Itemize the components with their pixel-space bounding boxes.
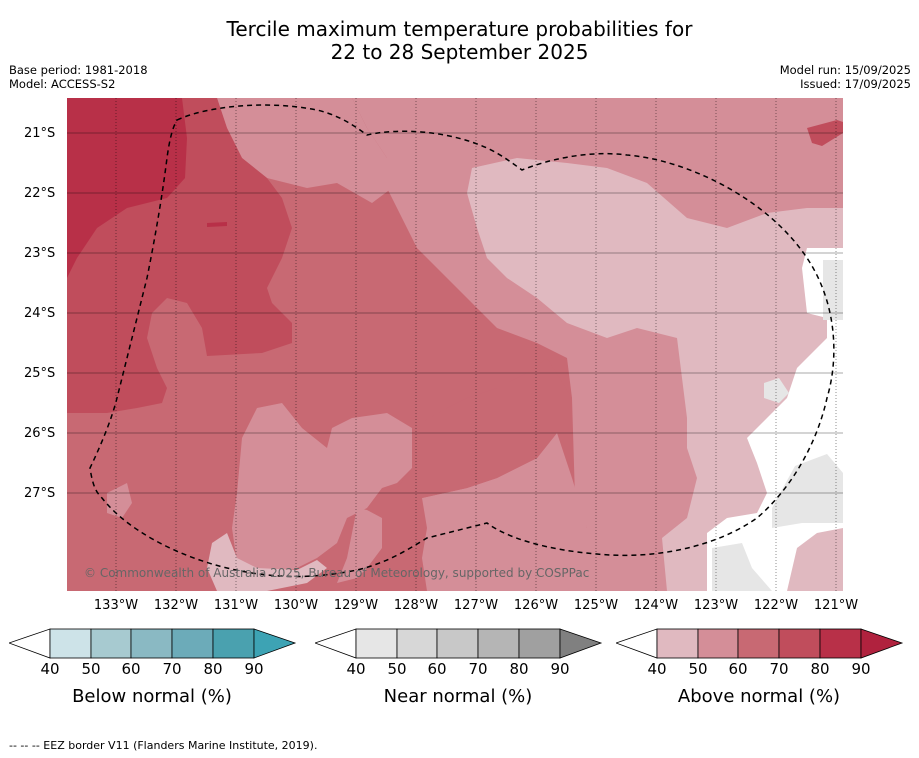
cbar-below-3	[130, 628, 173, 659]
lat-label-22: 22°S	[24, 186, 56, 201]
model-name: Model: ACCESS-S2	[9, 77, 116, 91]
region-above-40-east	[467, 158, 843, 591]
region-above-50-north	[217, 98, 392, 203]
eez-border	[89, 104, 835, 578]
cbar-near-tick-70: 70	[468, 660, 488, 678]
cbar-near-4	[477, 628, 520, 659]
cbar-below-tick-60: 60	[121, 660, 141, 678]
probability-map	[67, 98, 843, 591]
region-above-80-northwest	[67, 98, 187, 278]
meta-left: Base period: 1981-2018 Model: ACCESS-S2	[9, 63, 148, 91]
lat-label-27: 27°S	[24, 486, 56, 501]
map-title: Tercile maximum temperature probabilitie…	[0, 18, 919, 64]
cbar-near-tick-80: 80	[509, 660, 529, 678]
lon-label-128: 128°W	[393, 598, 439, 613]
cbar-below-over	[253, 628, 297, 659]
cbar-below-2	[90, 628, 132, 659]
lon-label-121: 121°W	[813, 598, 859, 613]
region-above-80-patch	[207, 222, 227, 227]
colorbar-below	[9, 628, 297, 659]
lon-label-123: 123°W	[693, 598, 739, 613]
cbar-above-5	[819, 628, 862, 659]
cbar-below-tick-70: 70	[162, 660, 182, 678]
region-above-70-patch	[807, 120, 843, 146]
lon-label-122: 122°W	[753, 598, 799, 613]
region-above-50-south-2	[337, 508, 382, 583]
copyright-notice: © Commonwealth of Australia 2025, Bureau…	[84, 566, 590, 580]
region-near-40-east	[823, 260, 843, 320]
colorbar-near	[315, 628, 603, 659]
cbar-above-tick-90: 90	[851, 660, 871, 678]
lon-label-126: 126°W	[513, 598, 559, 613]
region-above-50-southwest	[107, 483, 132, 518]
cbar-above-title: Above normal (%)	[677, 686, 841, 707]
lon-label-131: 131°W	[213, 598, 259, 613]
lat-label-21: 21°S	[24, 126, 56, 141]
cbar-near-5	[518, 628, 561, 659]
cbar-near-over	[559, 628, 603, 659]
meta-right: Model run: 15/09/2025 Issued: 17/09/2025	[780, 63, 911, 91]
cbar-below-tick-40: 40	[40, 660, 60, 678]
cbar-above-4	[778, 628, 821, 659]
lon-label-132: 132°W	[153, 598, 199, 613]
title-line-1: Tercile maximum temperature probabilitie…	[226, 17, 693, 41]
lat-label-23: 23°S	[24, 246, 56, 261]
cbar-above-tick-70: 70	[769, 660, 789, 678]
lat-label-26: 26°S	[24, 426, 56, 441]
cbar-below-under	[9, 628, 51, 659]
lon-label-133: 133°W	[93, 598, 139, 613]
base-period: Base period: 1981-2018	[9, 63, 148, 77]
cbar-above-tick-40: 40	[647, 660, 667, 678]
title-line-2: 22 to 28 September 2025	[330, 40, 589, 64]
grid-lon	[115, 98, 837, 591]
cbar-above-tick-60: 60	[728, 660, 748, 678]
region-above-40-southeast	[787, 528, 843, 591]
cbar-below-title: Below normal (%)	[72, 686, 232, 707]
cbar-above-tick-80: 80	[810, 660, 830, 678]
region-near-40-mid	[764, 378, 789, 403]
region-above-60-central	[397, 358, 572, 498]
cbar-above-1	[656, 628, 699, 659]
cbar-above-2	[697, 628, 739, 659]
cbar-below-4	[171, 628, 214, 659]
grid	[67, 132, 843, 494]
cbar-below-5	[212, 628, 255, 659]
cbar-above-3	[737, 628, 780, 659]
region-near-40-southeast	[772, 454, 843, 528]
cbar-below-tick-90: 90	[244, 660, 264, 678]
cbar-near-title: Near normal (%)	[383, 686, 533, 707]
cbar-below-1	[49, 628, 92, 659]
model-run: Model run: 15/09/2025	[779, 63, 911, 77]
region-above-50-south-coast	[422, 413, 657, 591]
eez-footnote: -- -- -- EEZ border V11 (Flanders Marine…	[9, 739, 318, 752]
cbar-near-1	[355, 628, 398, 659]
cbar-near-tick-40: 40	[346, 660, 366, 678]
lon-label-124: 124°W	[633, 598, 679, 613]
cbar-near-under	[315, 628, 357, 659]
cbar-near-2	[396, 628, 438, 659]
cbar-near-tick-50: 50	[387, 660, 407, 678]
cbar-near-tick-60: 60	[427, 660, 447, 678]
lat-label-25: 25°S	[24, 366, 56, 381]
cbar-below-tick-50: 50	[81, 660, 101, 678]
lon-label-127: 127°W	[453, 598, 499, 613]
cbar-near-3	[436, 628, 479, 659]
cbar-below-tick-80: 80	[203, 660, 223, 678]
cbar-above-over	[860, 628, 904, 659]
issued-date: Issued: 17/09/2025	[800, 77, 911, 91]
lon-label-130: 130°W	[273, 598, 319, 613]
cbar-above-under	[616, 628, 658, 659]
region-above-50-south	[232, 403, 412, 578]
lon-label-125: 125°W	[573, 598, 619, 613]
colorbar-above	[616, 628, 904, 659]
region-near-40-south	[712, 543, 772, 591]
cbar-near-tick-90: 90	[550, 660, 570, 678]
cbar-above-tick-50: 50	[688, 660, 708, 678]
lon-label-129: 129°W	[333, 598, 379, 613]
lat-label-24: 24°S	[24, 306, 56, 321]
